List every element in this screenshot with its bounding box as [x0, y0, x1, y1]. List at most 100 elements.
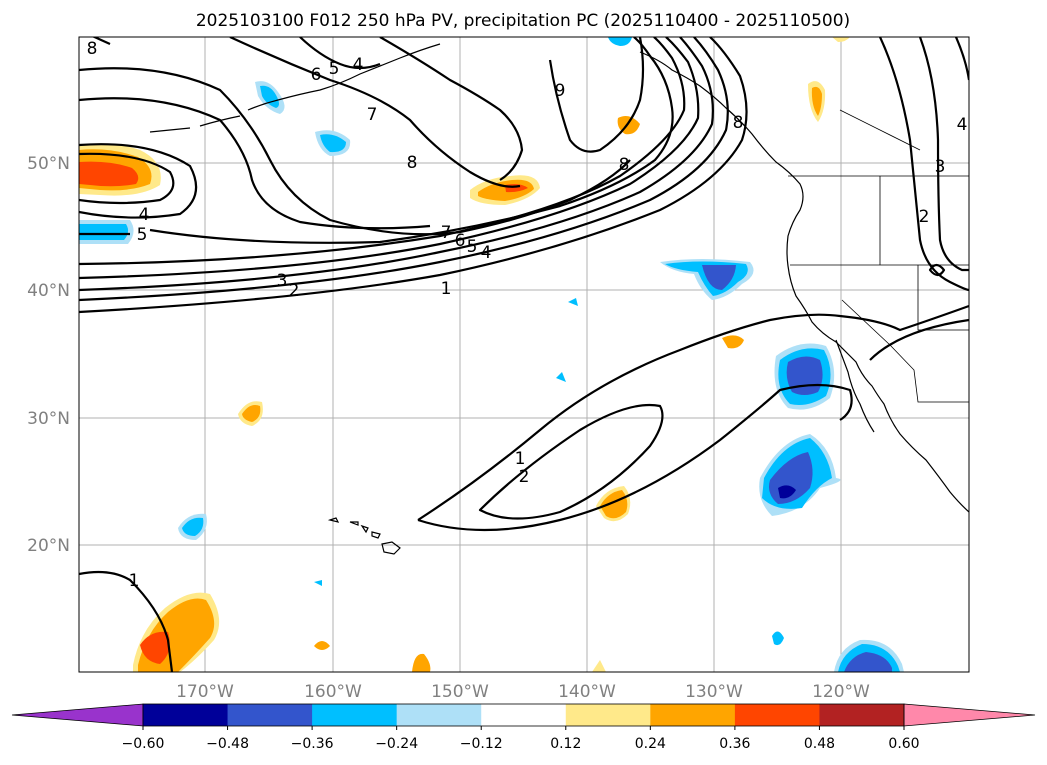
contour-label: 4 [139, 205, 150, 225]
precip-negative-patch [260, 85, 279, 108]
contour-label: 1 [129, 571, 140, 591]
pv-contours [79, 37, 969, 672]
pv-contour [478, 403, 664, 520]
colorbar-segment [227, 704, 313, 726]
colorbar-segment [396, 704, 482, 726]
contour-label: 5 [137, 225, 148, 245]
precip-positive-patch [314, 641, 330, 650]
pv-contour [417, 383, 853, 532]
pv-contour [918, 37, 969, 272]
pv-contour [79, 37, 748, 314]
pv-contour [79, 97, 431, 230]
lat-label: 30°N [27, 409, 70, 429]
precip-negative-patch [568, 298, 578, 306]
lon-label: 170°W [176, 682, 234, 702]
precip-negative-patch [320, 134, 346, 153]
colorbar-frame [142, 703, 905, 727]
contour-label: 6 [311, 65, 322, 85]
colorbar: −0.60 −0.48 −0.36 −0.24 −0.12 0.12 0.24 0.36 0.4… [11, 703, 1036, 752]
contour-label: 1 [441, 279, 452, 299]
lat-label: 40°N [27, 281, 70, 301]
contour-label: 2 [289, 281, 300, 301]
pv-contour [869, 318, 969, 361]
contour-label: 5 [329, 59, 340, 79]
contour-label: 8 [619, 155, 630, 175]
colorbar-tick-label: 0.60 [888, 736, 919, 752]
pv-contour [229, 37, 521, 188]
figure-title: 2025103100 F012 250 hPa PV, precipitatio… [196, 11, 850, 31]
precip-positive-patch [722, 335, 744, 349]
colorbar-segment [565, 704, 651, 726]
precip-negative-patch [778, 485, 796, 499]
colorbar-tick-label: 0.24 [635, 736, 666, 752]
pv-contour [299, 37, 381, 70]
colorbar-tick-label: −0.60 [122, 736, 165, 752]
contour-label: 2 [919, 207, 930, 227]
pv-contour [379, 37, 524, 181]
baja-coast [835, 339, 875, 433]
colorbar-segment [819, 704, 905, 726]
pv-contour [879, 37, 969, 292]
map-content: 8 6 5 4 7 8 9 8 8 4 5 7 6 5 4 3 2 1 1 2 … [79, 37, 969, 672]
colorbar-tick-label: −0.48 [206, 736, 249, 752]
precip-positive-patch [600, 490, 628, 519]
colorbar-tick-label: 0.36 [719, 736, 750, 752]
latitude-labels: 50°N 40°N 30°N 20°N [27, 154, 70, 556]
contour-label: 4 [481, 243, 492, 263]
pv-contour [79, 152, 175, 205]
colorbar-segment [481, 704, 567, 726]
precip-positive-patch [79, 161, 139, 187]
map-area [79, 37, 969, 672]
lon-label: 130°W [685, 682, 743, 702]
precip-negative-patch [844, 652, 892, 672]
precip-positive-patch [832, 37, 850, 42]
precip-positive-patch [811, 86, 822, 116]
pv-contour [79, 37, 700, 280]
contour-label: 4 [353, 55, 364, 75]
pv-contour [79, 37, 686, 266]
contour-label: 3 [935, 157, 946, 177]
lon-label: 160°W [304, 682, 362, 702]
contour-label: 5 [467, 237, 478, 257]
precip-positive-patch [242, 405, 261, 422]
us-mexico-border [841, 299, 969, 403]
longitude-labels: 170°W 160°W 150°W 140°W 130°W 120°W [176, 682, 870, 702]
pv-contour [149, 37, 674, 244]
precip-positive-patch [412, 653, 431, 672]
pv-contour-labels: 8 6 5 4 7 8 9 8 8 4 5 7 6 5 4 3 2 1 1 2 … [87, 39, 968, 591]
contour-label: 7 [367, 105, 378, 125]
contour-label: 1 [515, 449, 526, 469]
pv-contour [79, 37, 729, 302]
lat-label: 20°N [27, 536, 70, 556]
colorbar-extend-high [903, 703, 1036, 727]
lon-label: 150°W [431, 682, 489, 702]
contour-label: 9 [555, 81, 566, 101]
precip-negative-patch [314, 580, 322, 586]
contour-label: 8 [87, 39, 98, 59]
pv-contour [91, 37, 111, 46]
precip-shading [79, 37, 904, 672]
colorbar-tick-label: 0.12 [550, 736, 581, 752]
contour-label: 8 [407, 153, 418, 173]
canada-province-border [839, 109, 921, 151]
contour-label: 4 [957, 115, 968, 135]
lat-label: 50°N [27, 154, 70, 174]
colorbar-segment [734, 704, 820, 726]
contour-label: 3 [277, 271, 288, 291]
hawaii-islands [327, 517, 401, 555]
colorbar-tick-label: −0.24 [375, 736, 418, 752]
colorbar-segment [312, 704, 398, 726]
pv-contour [79, 37, 714, 292]
precip-negative-patch [556, 372, 566, 382]
colorbar-segment [143, 704, 229, 726]
contour-label: 8 [733, 113, 744, 133]
colorbar-tick-label: −0.12 [460, 736, 503, 752]
precip-negative-patch [79, 224, 129, 240]
precip-positive-patch [140, 631, 170, 664]
pv-contour [928, 263, 946, 277]
precip-negative-patch [608, 37, 632, 46]
state-border [879, 176, 969, 331]
precip-negative-patch [182, 517, 204, 536]
